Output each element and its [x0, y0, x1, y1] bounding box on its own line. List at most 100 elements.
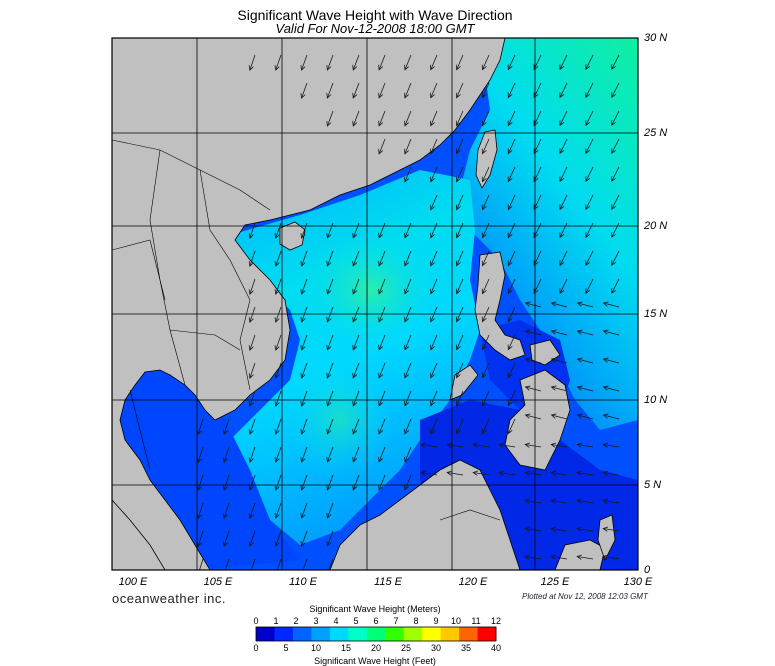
wave-arrow-head — [533, 148, 539, 155]
wave-arrow-head — [352, 288, 358, 295]
wave-arrow-head — [378, 372, 384, 379]
wave-arrow-shaft — [404, 334, 412, 350]
wave-arrow-head — [378, 484, 384, 491]
wave-arrow-head — [404, 372, 409, 379]
wave-arrow-head — [300, 373, 306, 379]
wave-arrow-head — [533, 64, 539, 71]
wave-arrow-shaft — [430, 222, 438, 238]
lon-label-125e: 125 E — [540, 576, 570, 588]
wave-arrow-shaft — [456, 306, 464, 322]
wave-arrow-head — [550, 554, 557, 560]
wave-arrow-shaft — [301, 474, 308, 491]
wave-arrow-head — [352, 484, 358, 491]
legend-feet-tick: 20 — [370, 643, 382, 653]
wave-arrow-shaft — [249, 54, 256, 71]
wave-arrow-shaft — [456, 418, 464, 434]
wave-arrow-head — [533, 204, 539, 211]
wave-arrow-head — [430, 372, 435, 379]
wave-arrow-head — [430, 232, 435, 239]
wave-arrow-head — [585, 204, 591, 211]
wave-arrow-head — [352, 372, 358, 379]
wave-arrow-head — [602, 526, 609, 532]
wave-arrow-head — [533, 288, 539, 295]
wave-arrow-shaft — [430, 166, 438, 182]
wave-arrow-head — [196, 541, 202, 548]
wave-arrow-head — [378, 316, 384, 323]
wave-arrow-head — [524, 442, 531, 448]
wave-arrow-head — [481, 316, 487, 323]
wave-arrow-head — [404, 456, 409, 463]
wave-arrow-head — [507, 428, 513, 435]
wave-arrow-head — [352, 260, 358, 267]
wave-arrow-head — [300, 261, 306, 267]
wave-arrow-shaft — [378, 418, 386, 435]
wave-arrow-shaft — [378, 82, 386, 99]
lat-label-15n: 15 N — [644, 308, 668, 320]
wave-arrow-shaft — [275, 474, 282, 491]
wave-arrow-shaft — [301, 54, 308, 71]
wave-arrow-shaft — [352, 362, 360, 379]
wave-arrow-head — [585, 120, 591, 127]
wave-arrow-shaft — [378, 362, 386, 379]
wave-arrow-shaft — [223, 446, 230, 463]
wave-arrow-head — [455, 64, 461, 71]
wave-arrow-head — [611, 204, 617, 211]
wave-arrow-head — [378, 428, 384, 435]
legend-swatch — [440, 627, 460, 641]
wave-arrow-head — [524, 385, 531, 391]
wave-arrow-shaft — [533, 250, 542, 266]
wave-arrow-shaft — [533, 82, 542, 98]
wave-arrow-shaft — [611, 82, 620, 98]
wave-arrow-shaft — [559, 222, 568, 238]
wave-arrow-shaft — [327, 418, 334, 435]
wave-arrow-head — [378, 92, 384, 99]
wave-arrow-shaft — [352, 446, 360, 463]
wave-arrow-shaft — [430, 418, 438, 434]
wave-arrow-head — [498, 470, 505, 476]
wave-arrow-shaft — [559, 82, 568, 98]
wave-arrow-shaft — [404, 54, 412, 70]
wave-arrow-head — [611, 232, 617, 239]
wave-arrow-shaft — [327, 530, 334, 547]
wave-arrow-shaft — [249, 446, 256, 463]
wave-arrow-shaft — [507, 194, 516, 210]
wave-arrow-head — [404, 400, 409, 407]
wave-arrow-head — [430, 428, 435, 435]
wave-arrow-head — [404, 344, 409, 351]
wave-arrow-shaft — [551, 302, 568, 308]
wave-arrow-shaft — [430, 138, 438, 154]
wave-arrow-shaft — [577, 444, 594, 448]
wave-arrow-head — [524, 329, 531, 335]
wave-arrow-head — [585, 260, 591, 267]
wave-arrow-head — [481, 92, 487, 99]
wave-arrow-shaft — [507, 54, 516, 70]
wave-arrow-shaft — [197, 502, 204, 519]
wave-arrow-shaft — [551, 444, 568, 448]
wave-arrow-head — [430, 316, 435, 323]
legend-swatch — [311, 627, 331, 641]
wave-arrow-shaft — [404, 418, 412, 434]
wave-arrow-head — [455, 400, 461, 407]
wave-arrow-shaft — [551, 414, 568, 420]
wave-arrow-shaft — [301, 278, 308, 295]
wave-arrow-head — [559, 120, 565, 127]
wave-arrow-shaft — [352, 110, 360, 127]
wave-arrow-shaft — [250, 558, 256, 570]
wave-arrow-head — [248, 541, 254, 547]
lon-label-105e: 105 E — [203, 576, 233, 588]
wave-arrow-head — [248, 429, 254, 435]
wave-arrow-head — [576, 498, 583, 504]
wave-arrow-shaft — [223, 474, 230, 491]
wave-arrow-head — [507, 204, 513, 211]
wave-arrow-shaft — [559, 166, 568, 182]
wave-arrow-shaft — [275, 446, 282, 463]
wave-arrow-shaft — [533, 222, 542, 238]
lat-label-0: 0 — [644, 564, 651, 576]
wave-arrow-shaft — [447, 472, 464, 476]
wave-arrow-shaft — [559, 54, 568, 70]
legend-swatch — [403, 627, 423, 641]
wave-arrow-head — [559, 92, 565, 99]
wave-arrow-head — [248, 485, 254, 491]
wave-arrow-head — [455, 372, 461, 379]
wave-arrow-shaft — [585, 250, 594, 266]
